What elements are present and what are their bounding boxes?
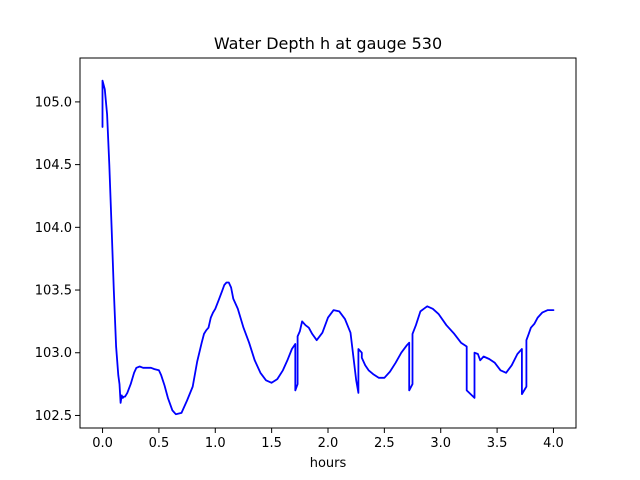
x-tick-label: 0.5 xyxy=(149,436,170,451)
y-tick-label: 103.5 xyxy=(35,284,72,299)
x-tick-label: 2.0 xyxy=(318,436,339,451)
x-tick-label: 3.0 xyxy=(430,436,451,451)
x-tick-label: 3.5 xyxy=(487,436,508,451)
y-axis: 102.5 103.0 103.5 104.0 104.5 105.0 xyxy=(35,95,80,424)
y-tick-label: 104.5 xyxy=(35,158,72,173)
plot-frame xyxy=(79,57,577,429)
y-tick-label: 103.0 xyxy=(35,346,72,361)
x-axis: 0.0 0.5 1.0 1.5 2.0 2.5 3.0 3.5 4.0 xyxy=(92,428,564,451)
chart-title: Water Depth h at gauge 530 xyxy=(214,34,442,53)
x-tick-label: 0.0 xyxy=(92,436,113,451)
y-tick-label: 105.0 xyxy=(35,95,72,110)
plot-area xyxy=(101,79,555,416)
x-tick-label: 1.0 xyxy=(205,436,226,451)
x-tick-label: 1.5 xyxy=(261,436,282,451)
y-tick-label: 104.0 xyxy=(35,221,72,236)
y-tick-label: 102.5 xyxy=(35,409,72,424)
series-line xyxy=(101,79,555,416)
x-tick-label: 2.5 xyxy=(374,436,395,451)
x-axis-label: hours xyxy=(310,456,347,471)
x-tick-label: 4.0 xyxy=(543,436,564,451)
